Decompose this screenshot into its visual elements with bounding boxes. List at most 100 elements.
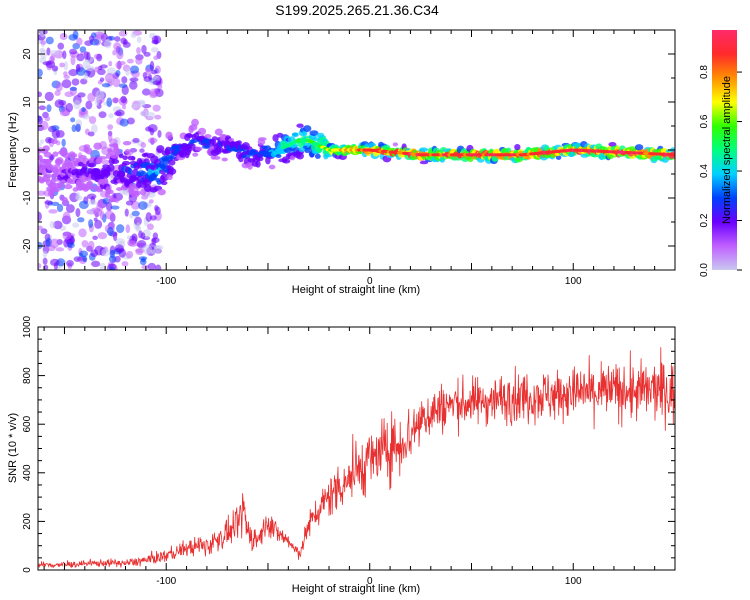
- spectrogram-cell: [51, 201, 60, 207]
- spectrogram-cell: [101, 83, 111, 88]
- spectrogram-cell: [303, 125, 312, 133]
- x-tick-label: -100: [156, 576, 176, 587]
- spectrogram-cell: [50, 138, 58, 145]
- spectrogram-cell: [80, 166, 87, 174]
- spectrogram-cell: [83, 59, 91, 69]
- spectrogram-cell: [76, 53, 85, 62]
- spectrogram-cell: [146, 223, 154, 231]
- spectrogram-cell: [122, 104, 127, 110]
- spectrogram-cell: [39, 47, 46, 53]
- spectrogram-xlabel: Height of straight line (km): [292, 284, 420, 296]
- spectrogram-cell: [304, 148, 311, 153]
- spectrogram-cell: [45, 36, 54, 45]
- spectrogram-cell: [73, 99, 81, 110]
- spectrogram-cell: [103, 39, 112, 49]
- spectrogram-cell: [147, 262, 157, 270]
- spectrogram-cell: [55, 247, 65, 252]
- spectrogram-cell: [204, 134, 212, 139]
- spectrogram-cell: [127, 155, 136, 161]
- y-tick-label: 200: [22, 513, 33, 530]
- y-tick-label: 800: [22, 367, 33, 384]
- spectrogram-cell: [111, 159, 120, 164]
- spectrogram-cell: [136, 222, 141, 231]
- spectrogram-cell: [54, 90, 61, 97]
- snr-ylabel: SNR (10 * v/v): [7, 413, 19, 483]
- spectrogram-cell: [153, 55, 159, 61]
- spectrogram-cell: [109, 266, 115, 270]
- spectrogram-cell: [126, 117, 135, 125]
- spectrogram-cell: [62, 231, 72, 240]
- spectrogram-cell: [50, 238, 60, 249]
- spectrogram-cell: [154, 205, 159, 212]
- spectrogram-cell: [103, 170, 111, 177]
- spectrogram-cell: [107, 124, 114, 130]
- spectrogram-cell: [112, 49, 117, 56]
- spectrogram-cell: [160, 173, 169, 182]
- spectrogram-cell: [116, 49, 124, 60]
- spectrogram-cell: [63, 61, 69, 71]
- spectrogram-cell: [59, 62, 65, 68]
- spectrogram-cell: [138, 201, 148, 210]
- spectrogram-cell: [139, 148, 145, 153]
- spectrogram-cell: [88, 162, 97, 168]
- spectrogram-cell: [101, 146, 111, 156]
- spectrogram-cell: [88, 35, 95, 42]
- spectrogram-cell: [78, 250, 89, 258]
- spectrogram-cell: [113, 42, 122, 51]
- colorbar-tick-label: 0.4: [699, 164, 710, 178]
- spectrogram-cell: [62, 50, 67, 60]
- spectrogram-cell: [75, 207, 81, 218]
- spectrogram-cell: [55, 157, 64, 165]
- spectrogram-cell: [186, 143, 196, 149]
- spectrogram-cell: [250, 148, 257, 154]
- spectrogram-cell: [255, 160, 261, 168]
- spectrogram-cell: [118, 153, 124, 159]
- spectrogram-cell: [88, 116, 97, 125]
- spectrogram-cell: [192, 152, 199, 157]
- y-tick-label: 10: [22, 96, 33, 108]
- spectrogram-cell: [392, 142, 399, 147]
- spectrogram-cell: [139, 110, 149, 117]
- colorbar-tick-label: 0.6: [699, 114, 710, 128]
- spectrogram-cell: [122, 160, 130, 166]
- spectrogram-cell: [69, 179, 77, 185]
- spectrogram-cell: [85, 147, 93, 155]
- colorbar-tick-label: 0.0: [699, 263, 710, 277]
- spectrogram-cell: [42, 250, 48, 258]
- spectrogram-cell: [125, 250, 134, 259]
- spectrogram-cell: [56, 203, 64, 213]
- spectrogram-cell: [126, 235, 133, 240]
- spectrogram-cell: [141, 44, 147, 54]
- spectrogram-cell: [168, 159, 176, 166]
- x-tick-label: 0: [367, 576, 373, 587]
- spectrogram-cell: [314, 153, 321, 159]
- spectrogram-cell: [104, 72, 115, 83]
- spectrogram-cell: [148, 199, 154, 204]
- spectrogram-cell: [40, 40, 47, 45]
- spectrogram-cell: [86, 184, 94, 190]
- spectrogram-cell: [108, 255, 117, 263]
- spectrogram-cell: [141, 88, 151, 96]
- spectrogram-cell: [127, 167, 133, 175]
- spectrogram-cell: [149, 88, 160, 97]
- spectrogram-cell: [146, 112, 156, 119]
- spectrogram-cell: [88, 240, 95, 251]
- spectrogram-cell: [98, 111, 107, 119]
- spectrogram-cell: [75, 64, 81, 72]
- x-tick-label: 100: [565, 576, 582, 587]
- spectrogram-cell: [106, 226, 114, 236]
- spectrogram-cell: [166, 174, 173, 181]
- spectrogram-cell: [38, 68, 43, 78]
- spectrogram-cell: [44, 200, 54, 205]
- spectrogram-cell: [419, 160, 429, 165]
- spectrogram-cell: [38, 142, 42, 148]
- spectrogram-cell: [165, 131, 173, 140]
- spectrogram-cell: [46, 104, 52, 113]
- spectrogram-cell: [39, 120, 49, 131]
- spectrogram-cell: [104, 210, 115, 220]
- spectrogram-cell: [75, 123, 81, 133]
- spectrogram-cell: [82, 255, 88, 263]
- spectrogram-cell: [257, 156, 264, 162]
- spectrogram-cell: [116, 224, 125, 234]
